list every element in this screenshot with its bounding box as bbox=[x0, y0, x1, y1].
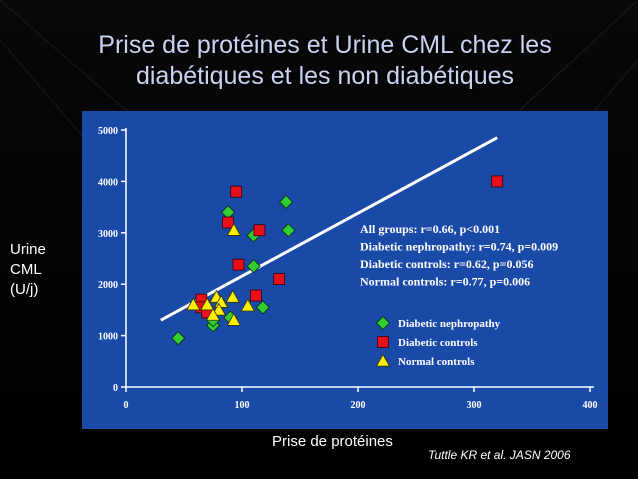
diabetic-nephropathy-point bbox=[246, 259, 261, 274]
y-axis-label-line-1: Urine bbox=[10, 241, 46, 258]
normal-controls-point bbox=[225, 289, 240, 303]
diabetic-controls-point bbox=[253, 224, 266, 237]
scatter-chart: 0 1000 2000 3000 4000 5000 0 100 200 300 400 All gr… bbox=[82, 111, 608, 429]
title-line-1: Prise de protéines et Urine CML chez les bbox=[98, 31, 552, 59]
legend-marker-diabetic-nephropathy bbox=[375, 315, 391, 331]
title-line-2: diabétiques et les non diabétiques bbox=[135, 62, 515, 90]
y-tick-label: 1000 bbox=[98, 332, 118, 343]
y-tick-label: 5000 bbox=[98, 126, 118, 137]
diabetic-nephropathy-point bbox=[171, 331, 186, 346]
citation: Tuttle KR et al. JASN 2006 bbox=[428, 448, 571, 462]
stats-text: Diabetic nephropathy: r=0.74, p=0.009 bbox=[360, 240, 558, 254]
diabetic-controls-point bbox=[491, 175, 504, 188]
legend-marker-diabetic-controls bbox=[377, 336, 389, 348]
x-tick-label: 200 bbox=[351, 400, 366, 411]
normal-controls-point bbox=[211, 302, 226, 316]
legend-label-normal-controls: Normal controls bbox=[398, 356, 475, 368]
x-tick-label: 400 bbox=[583, 400, 598, 411]
legend-marker-normal-controls bbox=[375, 353, 391, 367]
x-axis-label: Prise de protéines bbox=[272, 433, 393, 450]
diabetic-controls-point bbox=[273, 273, 286, 285]
y-axis-label: Urine CML (U/j) bbox=[10, 240, 70, 300]
normal-controls-point bbox=[226, 222, 242, 236]
x-tick-label: 300 bbox=[467, 400, 482, 411]
legend-label-diabetic-controls: Diabetic controls bbox=[398, 337, 478, 349]
slide-title: Prise de protéines et Urine CML chez les… bbox=[40, 30, 610, 92]
diabetic-controls-point bbox=[232, 258, 245, 271]
stats-text: All groups: r=0.66, p<0.001 bbox=[360, 222, 500, 236]
diabetic-nephropathy-point bbox=[279, 194, 294, 210]
legend-label-diabetic-nephropathy: Diabetic nephropathy bbox=[398, 318, 501, 330]
stats-text: Diabetic controls: r=0.62, p=0.056 bbox=[360, 257, 533, 271]
diabetic-nephropathy-point bbox=[255, 300, 270, 315]
y-axis-label-line-3: (U/j) bbox=[10, 281, 39, 298]
y-tick-label: 4000 bbox=[98, 177, 118, 188]
plot-background bbox=[82, 111, 608, 429]
stats-text: Normal controls: r=0.77, p=0.006 bbox=[360, 275, 530, 289]
normal-controls-point bbox=[226, 312, 242, 326]
diabetic-nephropathy-point bbox=[281, 223, 296, 238]
normal-controls-point bbox=[200, 297, 215, 311]
y-tick-label: 0 bbox=[113, 383, 118, 394]
y-tick-label: 3000 bbox=[98, 229, 118, 240]
regression-line bbox=[160, 136, 498, 322]
y-tick-label: 2000 bbox=[98, 280, 118, 291]
x-tick-label: 0 bbox=[124, 400, 129, 411]
x-tick-label: 100 bbox=[235, 400, 250, 411]
normal-controls-point bbox=[205, 307, 221, 321]
normal-controls-point bbox=[240, 298, 255, 312]
y-axis-label-line-2: CML bbox=[10, 261, 42, 278]
diabetic-controls-point bbox=[230, 185, 243, 198]
diabetic-controls-point bbox=[250, 289, 262, 302]
normal-controls-point bbox=[186, 297, 201, 311]
diabetic-controls-point bbox=[222, 216, 234, 229]
